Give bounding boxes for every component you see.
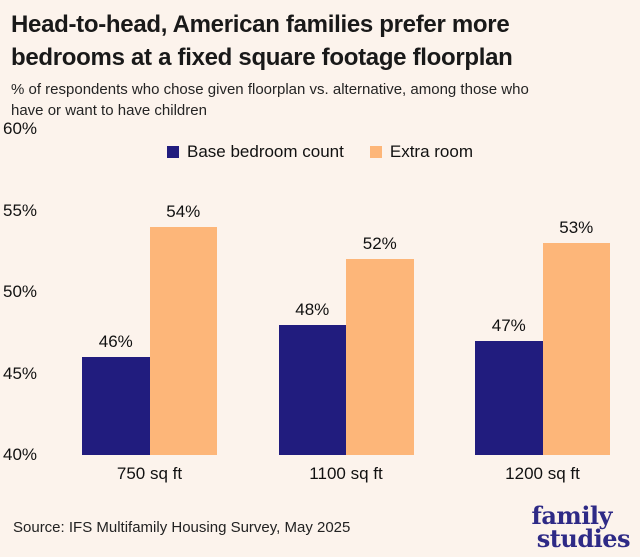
category-label: 750 sq ft [116, 464, 183, 483]
source-note: Source: IFS Multifamily Housing Survey, … [13, 519, 351, 536]
bar [475, 340, 543, 455]
legend-item: Base bedroom count [166, 142, 344, 162]
bar-value-label: 47% [491, 315, 526, 335]
bar [82, 357, 150, 455]
page-title: Head-to-head, American families prefer m… [11, 8, 629, 74]
legend-item: Extra room [369, 142, 474, 162]
legend-label: Extra room [389, 142, 474, 161]
plot-area: 46% 54% 750 sq ft 48% 52% 1100 sq ft 47% 53% 120… [82, 102, 610, 483]
bar-group: 46% 54% 750 sq ft [82, 202, 217, 483]
bar-pair: 48% 52% [278, 234, 414, 455]
y-axis: 40% 45% 50% 55% 60% [3, 102, 47, 464]
family-studies-logo: family studies [531, 501, 631, 553]
y-tick-label: 60% [3, 119, 38, 138]
legend-swatch [166, 146, 179, 158]
bar-value-label: 54% [166, 201, 201, 221]
legend: Base bedroom count Extra room [0, 142, 640, 162]
chart-subtitle: % of respondents who chose given floorpl… [11, 79, 629, 121]
bar-pair: 46% 54% [82, 202, 217, 455]
y-tick-label: 40% [3, 445, 38, 464]
y-tick-label: 55% [3, 200, 38, 220]
subtitle-line-1: % of respondents who chose given floorpl… [11, 81, 529, 98]
title-line-2: bedrooms at a fixed square footage floor… [11, 44, 513, 71]
bar-group: 47% 53% 1200 sq ft [475, 218, 610, 483]
bar-column: 53% [542, 218, 610, 455]
legend-label: Base bedroom count [186, 142, 344, 161]
bar [346, 259, 414, 455]
bar [278, 324, 346, 455]
bar-group: 48% 52% 1100 sq ft [278, 234, 414, 483]
bar-value-label: 52% [362, 234, 397, 254]
bar-column: 54% [149, 201, 217, 455]
legend-swatch [369, 146, 382, 158]
bar-column: 52% [346, 234, 414, 455]
bar-value-label: 46% [98, 332, 133, 352]
logo-line-2: studies [536, 524, 631, 553]
bar [542, 243, 610, 455]
bar-column: 48% [278, 299, 346, 455]
title-line-1: Head-to-head, American families prefer m… [11, 11, 510, 38]
bar-value-label: 53% [559, 218, 594, 238]
category-label: 1200 sq ft [505, 464, 580, 483]
bar [149, 226, 217, 455]
bar-column: 47% [475, 316, 543, 455]
logo-line-1: family [531, 501, 613, 530]
subtitle-line-2: have or want to have children [11, 102, 207, 119]
bar-pair: 47% 53% [475, 218, 610, 455]
y-tick-label: 50% [3, 282, 38, 301]
bar-column: 46% [82, 332, 150, 455]
y-tick-label: 45% [3, 363, 38, 383]
category-label: 1100 sq ft [309, 464, 383, 483]
bar-value-label: 48% [295, 299, 330, 319]
